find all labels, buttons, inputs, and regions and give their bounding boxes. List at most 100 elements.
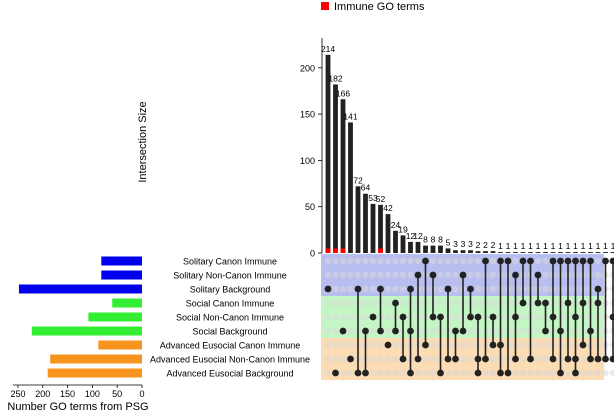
intersection-size-label: 166	[336, 88, 350, 98]
intersection-bar	[423, 245, 428, 253]
matrix-dot-filled	[429, 271, 437, 279]
set-size-bar	[98, 340, 142, 350]
matrix-dot-filled	[444, 355, 452, 363]
intersection-bar	[460, 250, 466, 253]
intersection-size-label: 2	[476, 240, 481, 250]
intersection-size-label: 1	[513, 241, 518, 251]
matrix-dot-filled	[549, 257, 557, 265]
set-size-bar	[47, 368, 142, 378]
matrix-dot-empty	[324, 327, 332, 335]
matrix-dot-empty	[459, 257, 467, 265]
intersection-size-label: 1	[603, 241, 608, 251]
matrix-dot-empty	[609, 369, 614, 377]
matrix-dot-empty	[519, 369, 527, 377]
matrix-dot-empty	[534, 257, 542, 265]
set-label: Advanced Eusocial Canon Immune	[160, 341, 301, 351]
intersection-size-label: 141	[343, 111, 357, 121]
matrix-dot-empty	[444, 369, 452, 377]
intersection-size-label: 1	[498, 241, 503, 251]
intersection-bar	[348, 122, 353, 253]
matrix-dot-empty	[407, 271, 414, 279]
matrix-dot-filled	[564, 355, 572, 363]
matrix-dot-empty	[519, 327, 527, 335]
matrix-dot-filled	[504, 369, 512, 377]
matrix-dot-empty	[579, 369, 587, 377]
matrix-dot-empty	[467, 369, 474, 377]
matrix-dot-empty	[587, 369, 594, 377]
matrix-dot-empty	[339, 271, 347, 279]
matrix-dot-filled	[482, 257, 489, 265]
intersection-size-label: 19	[398, 224, 408, 234]
immune-bar-segment	[333, 248, 338, 253]
matrix-dot-empty	[369, 327, 377, 335]
matrix-dot-empty	[324, 257, 332, 265]
matrix-dot-filled	[587, 257, 594, 265]
intersection-size-label: 53	[368, 193, 378, 203]
matrix-dot-empty	[332, 327, 339, 335]
matrix-dot-empty	[377, 257, 384, 265]
matrix-dot-filled	[392, 327, 399, 335]
matrix-dot-filled	[399, 313, 407, 321]
intersection-bar	[565, 252, 571, 253]
matrix-dot-empty	[362, 313, 369, 321]
matrix-dot-empty	[339, 257, 347, 265]
matrix-dot-empty	[474, 257, 482, 265]
matrix-dot-filled	[474, 355, 482, 363]
matrix-dot-filled	[407, 285, 414, 293]
intersection-bar	[393, 230, 398, 253]
matrix-dot-empty	[542, 355, 549, 363]
matrix-dot-filled	[377, 285, 384, 293]
matrix-dot-filled	[437, 369, 444, 377]
matrix-dot-filled	[579, 341, 587, 349]
matrix-dot-empty	[467, 257, 474, 265]
matrix-dot-filled	[497, 257, 504, 265]
matrix-dot-empty	[549, 369, 557, 377]
intersection-bar	[483, 251, 488, 253]
set-size-bar	[18, 284, 143, 294]
matrix-dot-empty	[347, 341, 354, 349]
matrix-dot-filled	[452, 355, 459, 363]
set-label: Solitary Canon Immune	[183, 257, 277, 267]
matrix-dot-empty	[332, 341, 339, 349]
matrix-dot-filled	[422, 341, 429, 349]
matrix-dot-empty	[459, 369, 467, 377]
legend: Immune GO terms	[321, 1, 425, 13]
matrix-dot-filled	[339, 327, 347, 335]
matrix-dot-empty	[482, 369, 489, 377]
matrix-dot-filled	[354, 285, 362, 293]
matrix-dot-empty	[542, 341, 549, 349]
set-label: Social Canon Immune	[186, 299, 275, 309]
matrix-dot-empty	[452, 313, 459, 321]
set-label: Solitary Non-Canon Immune	[173, 271, 287, 281]
matrix-dot-empty	[332, 285, 339, 293]
matrix-dot-filled	[579, 299, 587, 307]
matrix-dot-empty	[429, 257, 437, 265]
set-label: Social Non-Canon Immune	[176, 313, 284, 323]
matrix-dot-empty	[332, 257, 339, 265]
intersection-bar	[385, 214, 391, 253]
matrix-dot-empty	[324, 313, 332, 321]
matrix-dot-filled	[392, 299, 399, 307]
set-size-bars	[18, 256, 143, 378]
matrix-dot-filled	[602, 355, 609, 363]
y-tick-label: 150	[300, 110, 315, 120]
matrix-dot-filled	[407, 327, 414, 335]
matrix-dot-empty	[489, 299, 497, 307]
matrix-dot-filled	[542, 299, 549, 307]
matrix-dot-empty	[324, 355, 332, 363]
y-tick-label: 0	[310, 249, 315, 259]
matrix-dot-empty	[512, 369, 519, 377]
matrix-dot-empty	[347, 271, 354, 279]
intersection-bar	[595, 252, 601, 253]
matrix-dot-empty	[384, 355, 392, 363]
matrix-dot-filled	[594, 285, 602, 293]
intersection-bar	[505, 252, 511, 253]
x-tick-label: 50	[112, 389, 122, 399]
matrix-dot-filled	[407, 369, 414, 377]
matrix-dot-empty	[324, 369, 332, 377]
matrix-dot-filled	[602, 257, 609, 265]
intersection-bar	[408, 241, 413, 253]
matrix-dot-empty	[474, 271, 482, 279]
immune-bar-segment	[325, 248, 331, 253]
matrix-dot-empty	[459, 355, 467, 363]
